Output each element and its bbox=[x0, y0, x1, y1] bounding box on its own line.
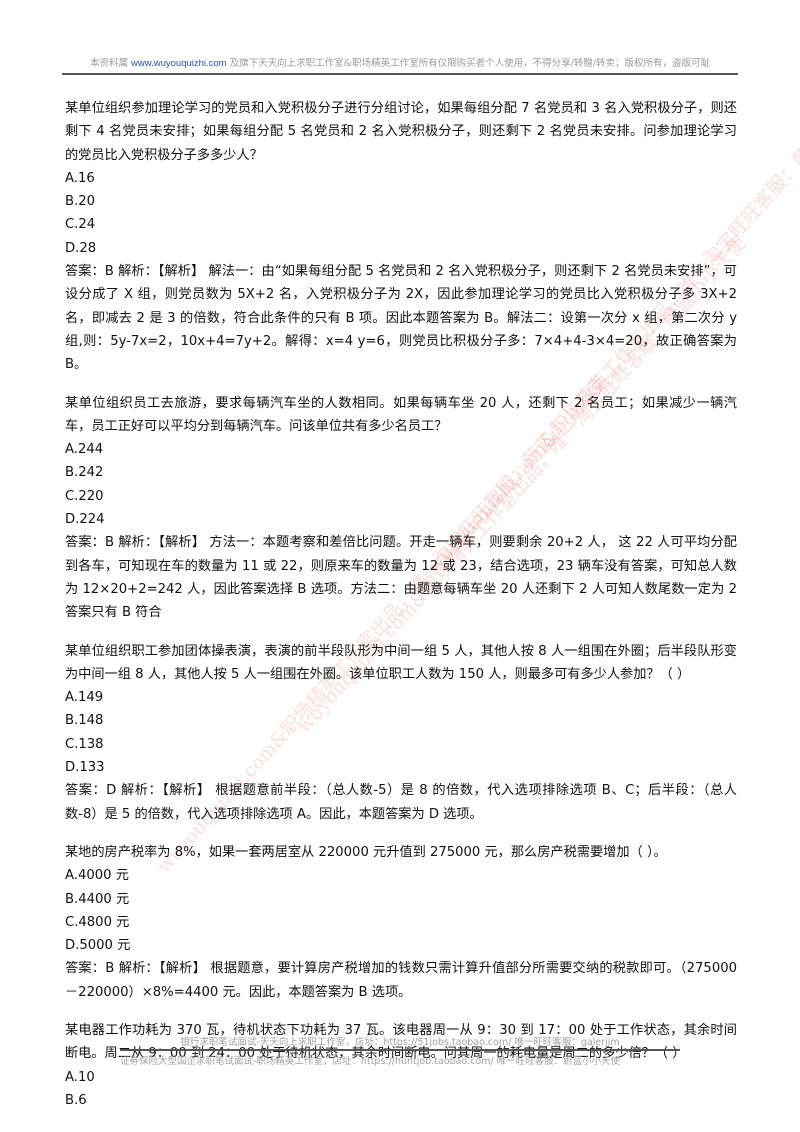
option: B.20 bbox=[65, 194, 96, 210]
option: A.244 bbox=[65, 442, 104, 458]
header-prefix: 本资料属 bbox=[89, 58, 128, 69]
question: 某单位组织职工参加团体操表演，表演的前半段队形为中间一组 5 人，其他人按 8 … bbox=[65, 640, 737, 826]
answer-explanation: 答案：B 解析：【解析】 方法一：本题考察和差倍比问题。开走一辆车，则要剩余 2… bbox=[65, 535, 737, 621]
header-divider bbox=[62, 73, 738, 75]
document-body: 某单位组织参加理论学习的党员和入党积极分子进行分组讨论，如果每组分配 7 名党员… bbox=[65, 97, 737, 1127]
option: D.28 bbox=[65, 240, 97, 256]
option: A.16 bbox=[65, 170, 95, 186]
option: A.4000 元 bbox=[65, 868, 129, 884]
option: D.133 bbox=[65, 760, 105, 776]
option: D.5000 元 bbox=[65, 938, 131, 954]
option: C.138 bbox=[65, 736, 104, 752]
question: 某单位组织员工去旅游，要求每辆汽车坐的人数相同。如果每辆车坐 20 人，还剩下 … bbox=[65, 392, 737, 625]
footer-line-1: 银行求职笔试面试-天天向上求职工作室，店址：https://51jobs.tao… bbox=[180, 1037, 620, 1048]
header-link[interactable]: www.wuyouquizhi.com bbox=[131, 58, 227, 69]
answer-explanation: 答案：B 解析：【解析】 根据题意，要计算房产税增加的钱数只需计算升值部分所需要… bbox=[65, 961, 737, 1000]
option: C.4800 元 bbox=[65, 914, 130, 930]
question-stem: 某地的房产税率为 8%，如果一套两居室从 220000 元升值到 275000 … bbox=[65, 844, 667, 860]
page-header: 本资料属 www.wuyouquizhi.com 及旗下天天向上求职工作室&职场… bbox=[62, 55, 738, 69]
option: C.220 bbox=[65, 488, 104, 504]
footer-line-2: 证券保险大型国企求职笔试面试-职场精英工作室，店址：https://huntjo… bbox=[120, 1056, 621, 1067]
option: B.6 bbox=[65, 1092, 87, 1108]
option: A.10 bbox=[65, 1069, 95, 1085]
option: B.4400 元 bbox=[65, 891, 130, 907]
question-stem: 某单位组织员工去旅游，要求每辆汽车坐的人数相同。如果每辆车坐 20 人，还剩下 … bbox=[65, 395, 737, 434]
option: D.224 bbox=[65, 512, 105, 528]
option: B.242 bbox=[65, 465, 104, 481]
question-stem: 某单位组织参加理论学习的党员和入党积极分子进行分组讨论，如果每组分配 7 名党员… bbox=[65, 101, 737, 163]
option: C.24 bbox=[65, 217, 96, 233]
footer-divider bbox=[120, 1049, 680, 1051]
question: 某地的房产税率为 8%，如果一套两居室从 220000 元升值到 275000 … bbox=[65, 841, 737, 1004]
option: A.149 bbox=[65, 690, 104, 706]
answer-explanation: 答案：B 解析：【解析】 解法一：由“如果每组分配 5 名党员和 2 名入党积极… bbox=[65, 264, 737, 373]
header-suffix: 及旗下天天向上求职工作室&职场精英工作室所有仅限购买者个人使用，不得分享/转赠/… bbox=[229, 58, 710, 69]
question-stem: 某单位组织职工参加团体操表演，表演的前半段队形为中间一组 5 人，其他人按 8 … bbox=[65, 643, 737, 682]
option: B.148 bbox=[65, 713, 104, 729]
answer-explanation: 答案：D 解析：【解析】 根据题意前半段：（总人数-5）是 8 的倍数，代入选项… bbox=[65, 783, 737, 822]
question: 某单位组织参加理论学习的党员和入党积极分子进行分组讨论，如果每组分配 7 名党员… bbox=[65, 97, 737, 377]
